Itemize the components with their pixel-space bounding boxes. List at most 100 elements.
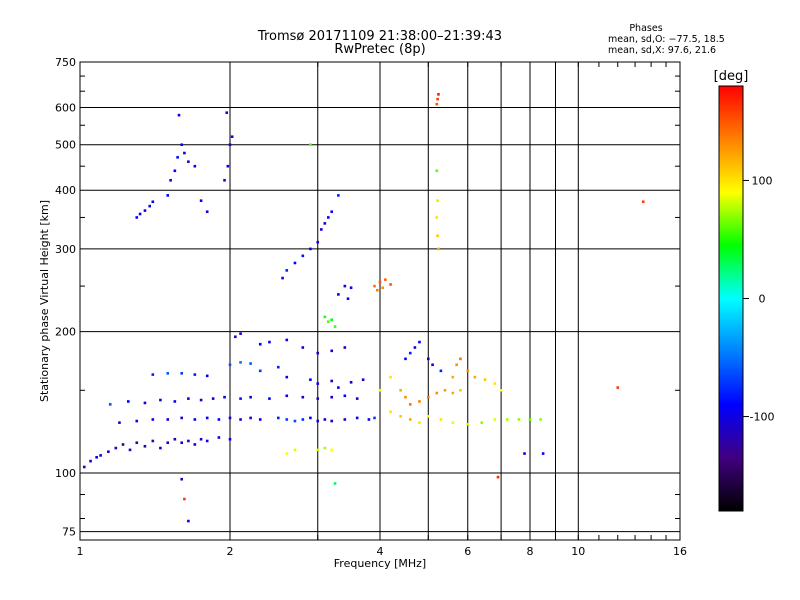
echo-point — [439, 418, 443, 421]
echo-point — [384, 278, 387, 281]
colorbar-tick-label: 0 — [759, 293, 766, 306]
y-tick-label: 750 — [55, 56, 76, 69]
grid — [80, 62, 680, 540]
echo-point — [426, 415, 430, 418]
echo-point — [327, 320, 330, 323]
echo-point — [404, 395, 407, 399]
echo-point — [126, 400, 130, 403]
echo-point — [166, 441, 170, 445]
echo-point — [466, 422, 470, 426]
echo-point — [309, 378, 312, 381]
echo-point — [135, 216, 139, 219]
echo-point — [480, 421, 484, 424]
y-tick-label: 500 — [55, 139, 76, 152]
echo-point — [177, 113, 181, 117]
echo-point — [173, 169, 177, 173]
echo-point — [483, 378, 487, 381]
data-points — [82, 93, 645, 523]
echo-point — [436, 199, 439, 202]
y-tick-label: 200 — [55, 326, 76, 339]
echo-point — [451, 421, 455, 424]
echo-point — [285, 269, 289, 272]
y-tick-label: 400 — [55, 184, 76, 197]
echo-point — [330, 349, 334, 353]
echo-point — [439, 369, 443, 373]
echo-point — [330, 395, 334, 399]
echo-point — [316, 397, 320, 400]
x-tick-label: 2 — [227, 545, 234, 558]
echo-point — [199, 199, 203, 202]
y-tick-label: 300 — [55, 243, 76, 256]
y-axis-label: Stationary phase Virtual Height [km] — [38, 200, 51, 402]
echo-point — [349, 380, 353, 384]
echo-point — [128, 448, 132, 452]
echo-point — [323, 446, 327, 450]
echo-point — [337, 293, 340, 296]
echo-point — [249, 416, 252, 420]
echo-point — [330, 448, 334, 452]
echo-point — [285, 394, 289, 398]
echo-point — [151, 373, 155, 376]
echo-point — [143, 401, 147, 405]
echo-point — [151, 200, 155, 204]
echo-point — [138, 212, 142, 216]
echo-point — [505, 418, 509, 421]
echo-point — [228, 143, 232, 147]
echo-point — [330, 419, 334, 423]
echo-point — [381, 286, 384, 290]
echo-point — [82, 465, 86, 469]
echo-point — [301, 254, 305, 258]
echo-point — [226, 164, 230, 168]
echo-point — [399, 388, 402, 392]
echo-point — [539, 418, 542, 421]
echo-point — [373, 284, 376, 288]
echo-point — [217, 418, 221, 421]
echo-point — [330, 379, 334, 383]
echo-point — [239, 361, 242, 364]
echo-point — [301, 395, 305, 399]
echo-point — [205, 374, 209, 378]
echo-point — [431, 363, 434, 367]
echo-point — [99, 454, 102, 457]
echo-point — [169, 178, 172, 182]
echo-point — [180, 441, 184, 445]
colorbar — [718, 85, 744, 512]
echo-point — [641, 200, 645, 204]
echo-point — [408, 351, 412, 355]
echo-point — [223, 178, 226, 182]
echo-point — [285, 338, 289, 342]
echo-point — [309, 143, 312, 147]
echo-point — [180, 416, 184, 420]
echo-point — [343, 394, 347, 398]
echo-point — [528, 418, 532, 421]
echo-point — [108, 403, 112, 406]
echo-point — [217, 436, 221, 439]
echo-point — [173, 437, 177, 441]
echo-point — [239, 397, 242, 400]
echo-point — [183, 151, 186, 155]
echo-point — [517, 418, 521, 421]
echo-point — [143, 444, 147, 448]
colorbar-tick-label: 100 — [752, 174, 773, 187]
stats-heading: Phases — [629, 23, 662, 34]
x-tick-label: 1 — [77, 545, 84, 558]
echo-point — [541, 452, 545, 455]
echo-point — [89, 459, 92, 463]
echo-point — [435, 391, 439, 395]
echo-point — [180, 143, 184, 147]
echo-point — [404, 357, 407, 361]
echo-point — [437, 247, 440, 251]
echo-point — [285, 375, 289, 379]
y-tick-label: 600 — [55, 102, 76, 115]
stats-o-mode: mean, sd,O: −77.5, 18.5 — [608, 34, 725, 45]
echo-point — [193, 443, 197, 446]
echo-point — [408, 418, 412, 421]
echo-point — [193, 164, 197, 168]
echo-point — [389, 375, 392, 379]
echo-point — [285, 452, 289, 455]
echo-point — [435, 216, 439, 219]
echo-point — [276, 365, 280, 369]
echo-point — [330, 210, 334, 214]
echo-point — [459, 388, 462, 392]
